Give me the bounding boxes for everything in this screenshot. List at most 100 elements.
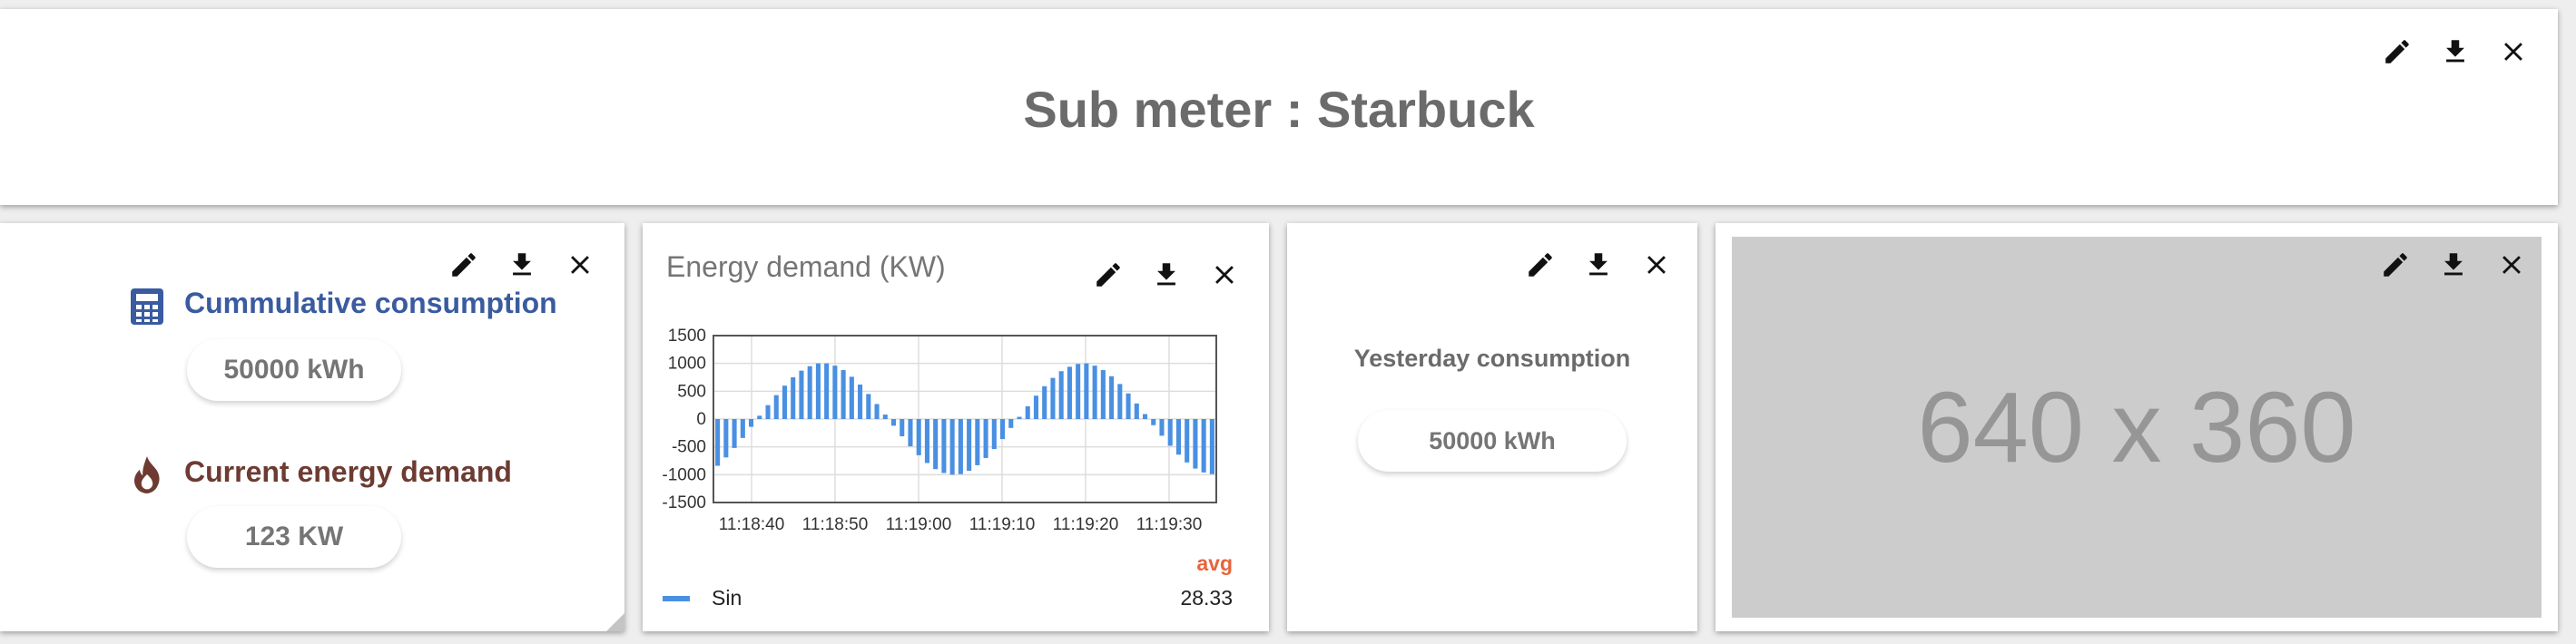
x-tick-label: 11:19:20 — [1053, 515, 1119, 534]
chart-bar — [799, 370, 804, 419]
chart-bar — [1084, 363, 1089, 419]
chart-bar — [1167, 419, 1173, 446]
chart-bar — [941, 419, 947, 473]
close-icon[interactable] — [1641, 249, 1672, 280]
chart-bar — [832, 366, 838, 419]
chart-bar — [1209, 419, 1214, 474]
chart-bar — [900, 419, 905, 437]
chart-bar — [991, 419, 997, 450]
chart-bar — [949, 419, 955, 475]
chart-bar — [791, 377, 796, 419]
close-icon[interactable] — [2496, 249, 2527, 280]
chart-bar — [824, 363, 830, 419]
chart-bar — [1201, 419, 1206, 473]
chart-bar — [740, 419, 745, 438]
metrics-card: Cummulative consumption 50000 kWh Curren… — [0, 223, 624, 631]
y-tick-label: 1500 — [668, 327, 706, 346]
pencil-icon[interactable] — [1525, 249, 1556, 280]
chart-bar — [958, 419, 963, 474]
legend-swatch — [663, 596, 690, 601]
chart-bar — [1193, 419, 1198, 469]
chart-bar — [841, 370, 846, 419]
chart-bar — [1092, 366, 1097, 419]
chart-bar — [749, 419, 754, 427]
download-icon[interactable] — [2440, 36, 2471, 67]
yesterday-consumption-value: 50000 kWh — [1358, 410, 1627, 472]
close-icon[interactable] — [1209, 259, 1240, 290]
download-icon[interactable] — [506, 249, 537, 280]
chart-bar — [765, 405, 771, 419]
chart-bar — [757, 415, 762, 419]
chart-bar — [908, 419, 913, 447]
header-panel: Sub meter : Starbuck — [0, 9, 2558, 205]
pencil-icon[interactable] — [2382, 36, 2413, 67]
chart-bar — [807, 366, 812, 419]
chart-bar — [924, 419, 929, 463]
x-tick-label: 11:18:40 — [719, 515, 785, 534]
chart-bar — [1175, 419, 1181, 455]
y-tick-label: -1500 — [662, 493, 706, 512]
chart-bar — [882, 415, 888, 419]
chart-bar — [983, 419, 988, 458]
yesterday-card: Yesterday consumption 50000 kWh — [1287, 223, 1697, 631]
chart-bar — [933, 419, 939, 470]
chart-bar — [866, 394, 871, 419]
y-tick-label: 0 — [696, 410, 706, 429]
chart-bar — [773, 395, 779, 419]
download-icon[interactable] — [1151, 259, 1182, 290]
page-title: Sub meter : Starbuck — [1023, 81, 1535, 138]
y-tick-label: 500 — [677, 382, 706, 401]
chart-bar — [1042, 385, 1047, 419]
legend-series-name[interactable]: Sin — [712, 586, 742, 610]
chart-bar — [1142, 414, 1148, 419]
chart-bar — [1151, 419, 1156, 425]
chart-bar — [890, 419, 897, 426]
yesterday-consumption-label: Yesterday consumption — [1353, 345, 1631, 372]
chart-bar — [849, 376, 854, 419]
chart-bar — [874, 404, 880, 419]
close-icon[interactable] — [565, 249, 595, 280]
legend-header: avg — [1196, 551, 1233, 575]
chart-bar — [1117, 384, 1123, 419]
resize-handle-icon[interactable] — [606, 613, 624, 631]
download-icon[interactable] — [2438, 249, 2469, 280]
y-tick-label: -1000 — [662, 465, 706, 484]
plot-frame — [713, 335, 1217, 503]
close-icon[interactable] — [2498, 36, 2529, 67]
chart-bar — [1185, 419, 1190, 463]
chart-bar — [975, 419, 980, 465]
chart-bar — [1126, 393, 1131, 419]
download-icon[interactable] — [1583, 249, 1614, 280]
chart-bar — [916, 419, 921, 455]
chart-bar — [1025, 405, 1030, 419]
cumulative-consumption-label: Cummulative consumption — [184, 287, 557, 319]
chart-bar — [782, 385, 788, 419]
image-card: 640 x 360 — [1716, 223, 2558, 631]
chart-title: Energy demand (KW) — [666, 250, 946, 283]
chart-bar — [967, 419, 972, 472]
chart-bar — [1134, 403, 1139, 419]
chart-bar — [1008, 419, 1014, 428]
energy-demand-chart: 1500 1000 500 0 -500 -1000 -1500 11:18:40 11:18:… — [662, 327, 1217, 534]
pencil-icon[interactable] — [1093, 259, 1124, 290]
chart-toolbar — [1093, 259, 1240, 290]
chart-bar — [715, 419, 721, 466]
current-energy-demand-label: Current energy demand — [184, 455, 512, 488]
chart-bar — [1159, 419, 1165, 436]
chart-bar — [1067, 366, 1072, 419]
chart-bar — [723, 419, 729, 458]
energy-demand-chart-card: Energy demand (KW) 1500 1000 500 0 -500 -1000… — [643, 223, 1269, 631]
flame-icon — [125, 454, 169, 497]
image-toolbar — [2380, 249, 2527, 280]
pencil-icon[interactable] — [2380, 249, 2411, 280]
x-tick-label: 11:19:30 — [1136, 515, 1203, 534]
y-tick-label: 1000 — [668, 355, 706, 374]
legend-series-avg: 28.33 — [1180, 586, 1233, 610]
chart-bar — [1000, 419, 1006, 440]
pencil-icon[interactable] — [448, 249, 479, 280]
placeholder-text: 640 x 360 — [1917, 371, 2356, 483]
chart-bar — [1058, 371, 1064, 419]
chart-bar — [1017, 416, 1022, 419]
header-toolbar — [2382, 36, 2529, 67]
chart-bar — [1100, 370, 1106, 419]
